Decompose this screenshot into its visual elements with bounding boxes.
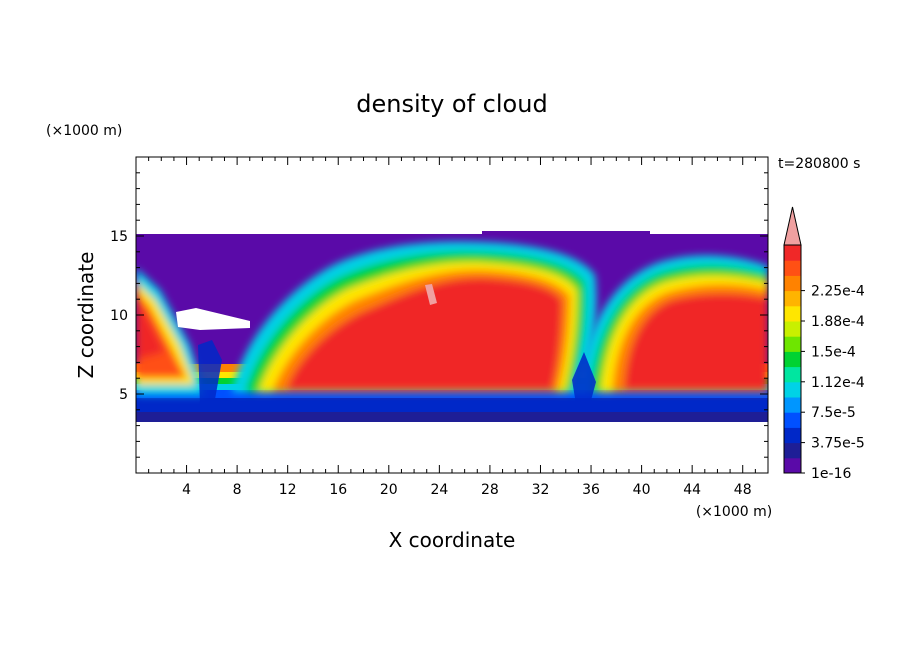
- colorbar-swatch: [784, 321, 801, 337]
- x-tick-label: 12: [279, 482, 297, 498]
- colorbar-frame: [783, 244, 802, 474]
- colorbar-swatch: [784, 427, 801, 444]
- colorbar-label: 3.75e-5: [811, 436, 865, 452]
- colorbar-label: 1.5e-4: [811, 344, 856, 360]
- x-tick-label: 4: [182, 482, 191, 498]
- contour-field: [136, 231, 768, 473]
- colorbar-label: 1.88e-4: [811, 314, 865, 330]
- x-tick-label: 20: [380, 482, 398, 498]
- x-tick-label: 24: [430, 482, 448, 498]
- y-axis-label: Z coordinate: [74, 252, 98, 379]
- cloud-base-band: [136, 410, 768, 422]
- plume-left: [136, 268, 205, 395]
- x-tick-label: 8: [233, 482, 242, 498]
- colorbar-label: 1e-16: [811, 466, 851, 482]
- colorbar: 1e-16 3.75e-5 7.5e-5 1.12e-4 1.5e-4 1.88e-4 2.…: [783, 206, 865, 482]
- plume-center: [232, 241, 597, 392]
- y-tick-label: 5: [119, 387, 128, 403]
- x-tick-label: 16: [329, 482, 347, 498]
- colorbar-swatch: [784, 336, 801, 352]
- x-tick-label: 28: [481, 482, 499, 498]
- colorbar-swatch: [784, 442, 801, 459]
- colorbar-swatch: [784, 381, 801, 398]
- colorbar-swatch: [784, 351, 801, 368]
- colorbar-swatch: [784, 412, 801, 428]
- x-tick-label: 32: [532, 482, 550, 498]
- x-tick-label: 40: [633, 482, 651, 498]
- cloud-band-2: [136, 388, 768, 398]
- colorbar-swatch: [784, 457, 801, 474]
- colorbar-swatch: [784, 290, 801, 307]
- chart-title: density of cloud: [356, 90, 547, 118]
- x-unit-label: (×1000 m): [696, 504, 772, 520]
- x-tick-label: 36: [582, 482, 600, 498]
- cloud-band-1: [136, 396, 768, 412]
- colorbar-swatch: [784, 245, 801, 261]
- peak-density-spot: [425, 284, 437, 305]
- convective-gaps: [198, 340, 596, 405]
- y-axis-ticks: 5 10 15: [110, 172, 768, 458]
- y-tick-label: 10: [110, 308, 128, 324]
- y-tick-label: 15: [110, 229, 128, 245]
- colorbar-swatch: [784, 366, 801, 383]
- x-tick-label: 48: [734, 482, 752, 498]
- colorbar-swatch: [784, 260, 801, 276]
- plume-right: [578, 255, 768, 392]
- colorbar-swatch: [784, 305, 801, 322]
- colorbar-label: 2.25e-4: [811, 284, 865, 300]
- y-unit-label: (×1000 m): [46, 123, 122, 139]
- colorbar-swatch: [784, 397, 801, 413]
- colorbar-label: 7.5e-5: [811, 405, 856, 421]
- time-label: t=280800 s: [778, 156, 860, 172]
- colorbar-swatch: [784, 275, 801, 292]
- x-tick-label: 44: [683, 482, 701, 498]
- colorbar-overflow-triangle: [783, 206, 802, 246]
- missing-data-patches: [136, 231, 768, 473]
- colorbar-label: 1.12e-4: [811, 375, 865, 391]
- x-axis-label: X coordinate: [389, 528, 516, 552]
- x-axis-ticks: 4 8 12 16 20 24 28 32 36 40 44 48: [148, 157, 756, 498]
